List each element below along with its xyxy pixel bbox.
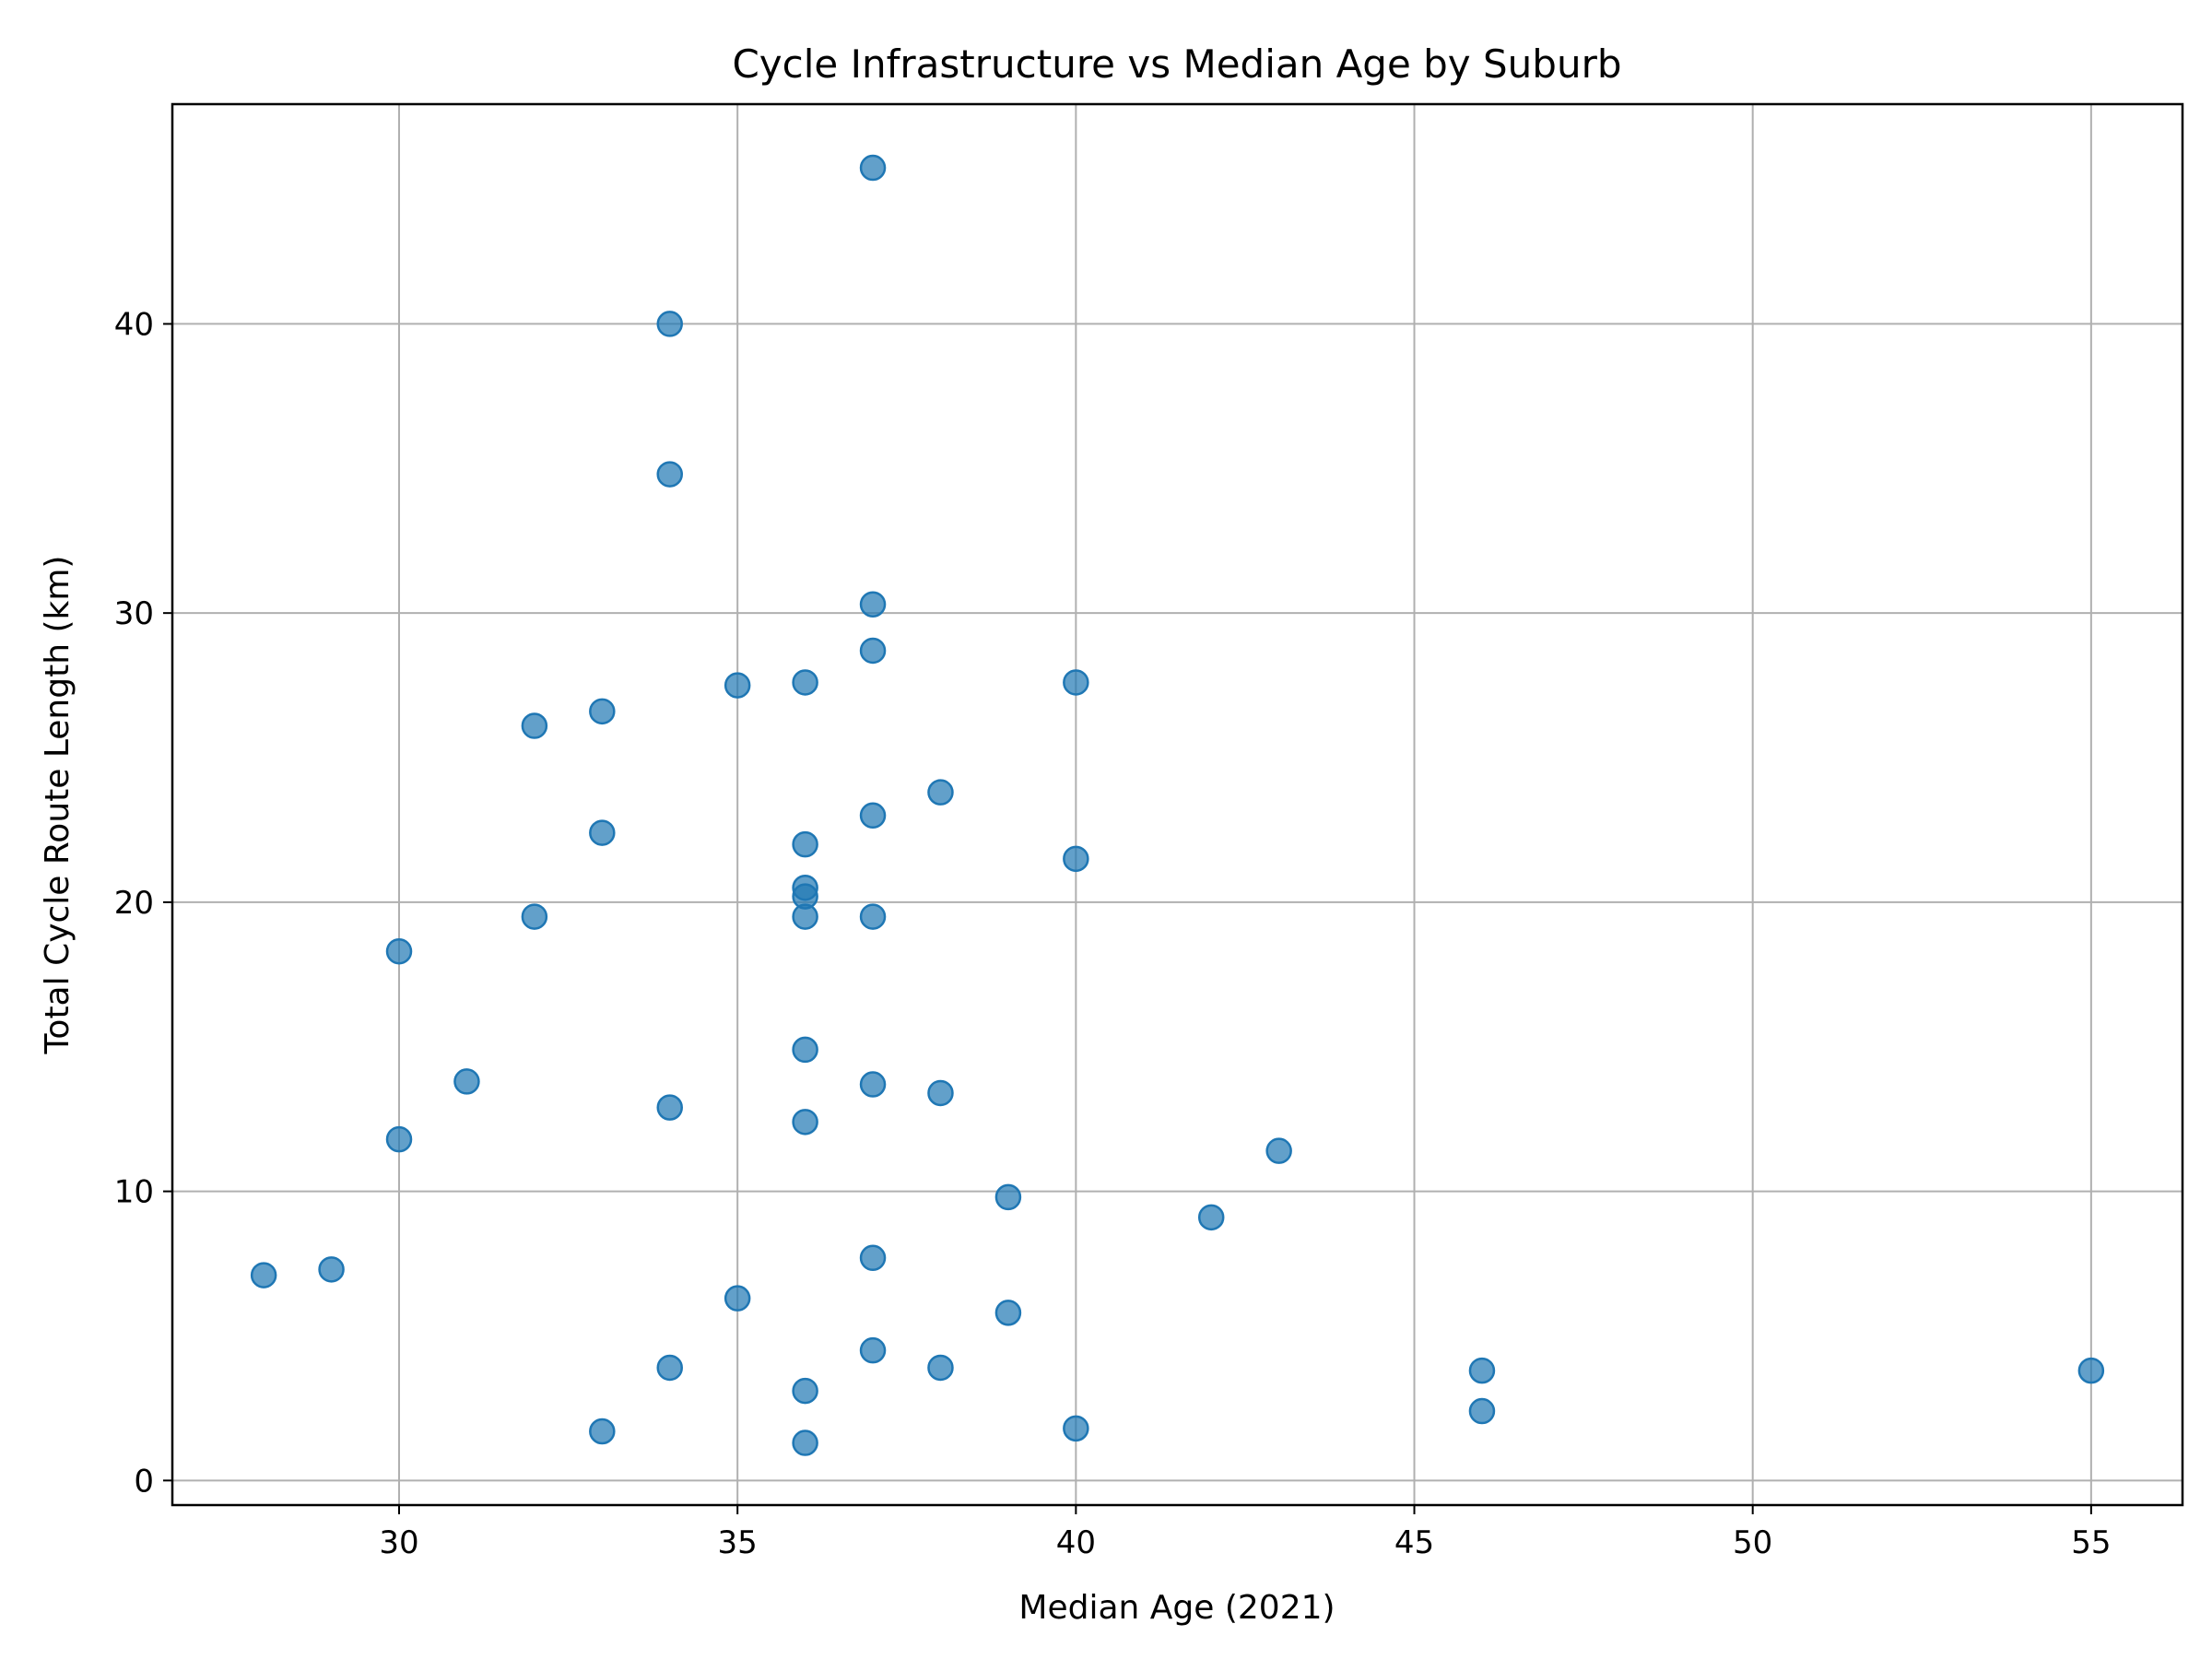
x-tick-label: 30: [379, 1524, 418, 1561]
data-point: [656, 1354, 683, 1382]
data-point: [656, 461, 683, 488]
data-point: [250, 1262, 277, 1288]
x-tick-label: 45: [1394, 1524, 1434, 1561]
data-point: [927, 779, 954, 806]
data-point: [792, 903, 818, 930]
data-point: [589, 698, 616, 725]
x-axis-ticks: 30 35 40 45 50 55: [379, 1505, 2111, 1561]
data-point: [994, 1183, 1022, 1211]
x-tick-label: 40: [1056, 1524, 1096, 1561]
y-tick-label: 10: [114, 1174, 154, 1211]
data-points: [250, 154, 2105, 1456]
y-tick-label: 40: [114, 306, 154, 343]
data-point: [724, 672, 751, 699]
data-point: [927, 1354, 954, 1382]
grid-lines: [172, 104, 2183, 1505]
data-point: [792, 1109, 818, 1135]
data-point: [1468, 1357, 1496, 1384]
data-point: [859, 1336, 887, 1364]
data-point: [859, 903, 887, 930]
x-tick-label: 35: [718, 1524, 758, 1561]
data-point: [589, 1418, 616, 1445]
data-point: [1063, 669, 1089, 696]
data-point: [1063, 1415, 1089, 1442]
data-point: [792, 1430, 818, 1456]
x-axis-label: Median Age (2021): [1018, 1589, 1335, 1627]
data-point: [792, 1377, 818, 1405]
data-point: [859, 1071, 887, 1098]
data-point: [792, 669, 818, 696]
chart-title: Cycle Infrastructure vs Median Age by Su…: [732, 41, 1621, 87]
data-point: [724, 1285, 751, 1312]
data-point: [453, 1068, 480, 1095]
data-point: [521, 712, 548, 739]
data-point: [589, 819, 616, 846]
data-point: [656, 1094, 683, 1121]
data-point: [318, 1256, 345, 1283]
data-point: [1063, 845, 1089, 873]
data-point: [1265, 1137, 1292, 1164]
data-point: [859, 1244, 887, 1272]
data-point: [927, 1079, 954, 1107]
data-point: [859, 154, 887, 182]
data-point: [1197, 1204, 1225, 1231]
y-tick-label: 20: [114, 885, 154, 922]
data-point: [792, 830, 818, 858]
data-point: [859, 637, 887, 665]
y-tick-label: 0: [134, 1463, 154, 1500]
x-tick-label: 50: [1733, 1524, 1772, 1561]
data-point: [521, 903, 548, 930]
x-tick-label: 55: [2071, 1524, 2111, 1561]
y-axis-label: Total Cycle Route Length (km): [39, 556, 76, 1055]
data-point: [385, 1125, 413, 1153]
data-point: [859, 802, 887, 830]
data-point: [792, 1036, 818, 1064]
data-point: [994, 1300, 1022, 1326]
y-tick-label: 30: [114, 595, 154, 632]
plot-frame: [171, 102, 2184, 1507]
data-point: [1468, 1397, 1496, 1425]
data-point: [385, 937, 413, 965]
y-axis-ticks: 0 10 20 30 40: [114, 306, 172, 1500]
data-point: [859, 591, 887, 618]
data-point: [2077, 1357, 2105, 1384]
data-point: [656, 311, 683, 337]
